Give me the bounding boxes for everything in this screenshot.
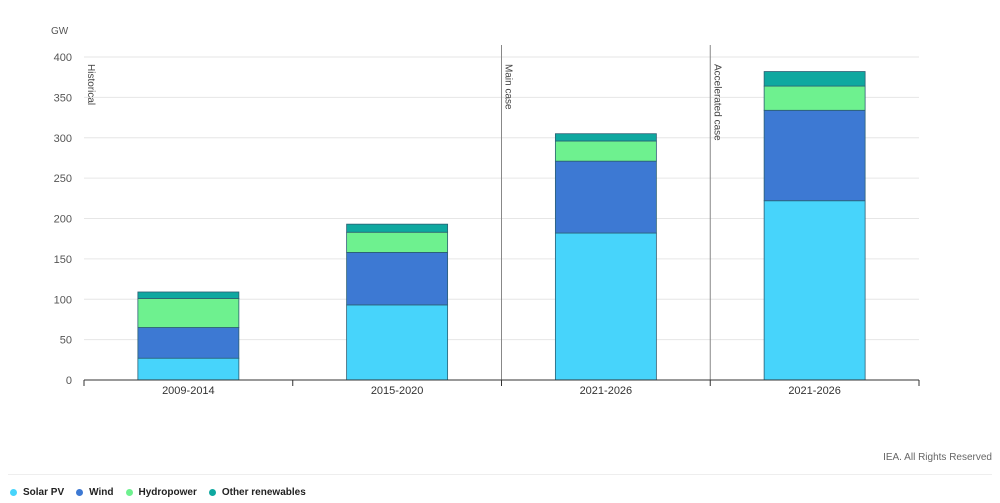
- bar-segment-other-renewables: [137, 291, 240, 299]
- legend-dot-icon: [125, 489, 133, 496]
- bar-segment-solar-pv: [554, 232, 657, 381]
- y-tick-label: 350: [54, 92, 72, 104]
- period-annotation: Accelerated case: [711, 64, 722, 141]
- legend-label: Solar PV: [23, 487, 65, 498]
- bar-segment-hydropower: [346, 231, 449, 253]
- period-annotation: Main case: [503, 64, 514, 110]
- bar-segment-solar-pv: [346, 304, 449, 381]
- y-tick-label: 300: [54, 133, 72, 145]
- bar-segment-wind: [763, 109, 866, 202]
- legend: Solar PV Wind Hydropower Other renewables: [10, 487, 306, 498]
- legend-label: Hydropower: [138, 487, 197, 498]
- legend-label: Wind: [89, 487, 114, 498]
- legend-separator: [8, 474, 992, 475]
- x-tick-label: 2015-2020: [371, 385, 424, 397]
- legend-dot-icon: [10, 489, 17, 496]
- bar-segment-solar-pv: [763, 200, 866, 381]
- y-tick-label: 400: [54, 52, 72, 64]
- period-annotation: Historical: [85, 64, 96, 105]
- stacked-bar-chart: GW 0 50 100 150 200 250 300 350 400 2009-2014 201…: [51, 26, 920, 397]
- x-tick-label: 2021-2026: [788, 385, 841, 397]
- credit-text: IEA. All Rights Reserved: [883, 452, 992, 463]
- y-axis-label: GW: [51, 26, 69, 37]
- y-tick-label: 200: [54, 214, 72, 226]
- period-dividers: [501, 45, 711, 380]
- y-tick-label: 150: [54, 254, 72, 266]
- bar-segment-solar-pv: [137, 357, 240, 381]
- bar-segment-hydropower: [137, 298, 240, 328]
- bar-segment-other-renewables: [554, 133, 657, 142]
- bar-segment-wind: [554, 160, 657, 234]
- legend-label: Other renewables: [221, 487, 306, 498]
- legend-item-hydropower[interactable]: Hydropower: [125, 487, 197, 498]
- y-tick-label: 50: [60, 335, 72, 347]
- bar-segment-hydropower: [554, 140, 657, 162]
- y-tick-label: 0: [66, 375, 72, 387]
- x-tick-label: 2021-2026: [580, 385, 633, 397]
- y-tick-label: 100: [54, 294, 72, 306]
- bar-segment-wind: [346, 252, 449, 306]
- legend-dot-icon: [208, 489, 216, 496]
- legend-item-solar-pv[interactable]: Solar PV: [10, 487, 64, 498]
- bar-segment-hydropower: [763, 85, 866, 111]
- x-axis: 2009-2014 2015-2020 2021-2026 2021-2026: [83, 379, 920, 397]
- bar-segment-wind: [137, 327, 240, 359]
- legend-item-wind[interactable]: Wind: [76, 487, 114, 498]
- period-annotations: Historical Main case Accelerated case: [85, 64, 722, 141]
- bars: [137, 71, 866, 381]
- bar-segment-other-renewables: [763, 71, 866, 87]
- x-tick-label: 2009-2014: [162, 385, 215, 397]
- legend-dot-icon: [76, 489, 84, 496]
- y-tick-label: 250: [54, 173, 72, 185]
- bar-segment-other-renewables: [346, 223, 449, 233]
- legend-item-other-renewables[interactable]: Other renewables: [208, 487, 306, 498]
- y-tick-labels: 0 50 100 150 200 250 300 350 400: [54, 52, 72, 387]
